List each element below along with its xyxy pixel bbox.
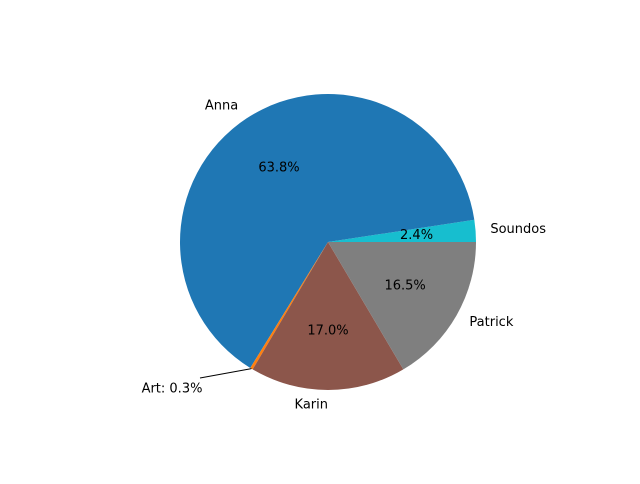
slice-annotation-art: Art: 0.3% bbox=[142, 382, 203, 397]
slice-label-karin: Karin bbox=[295, 397, 328, 412]
pie-slice-art bbox=[250, 242, 328, 370]
slice-label-patrick: Patrick bbox=[469, 315, 513, 330]
pie-slice-soundos bbox=[328, 219, 476, 242]
slice-label-soundos: Soundos bbox=[490, 222, 546, 237]
slice-percent-soundos: 2.4% bbox=[400, 228, 433, 243]
slices-layer bbox=[179, 94, 476, 391]
slice-percent-karin: 17.0% bbox=[307, 323, 348, 338]
slice-label-anna: Anna bbox=[205, 99, 238, 114]
slice-percent-patrick: 16.5% bbox=[384, 279, 425, 294]
pie-slice-karin bbox=[252, 242, 404, 391]
pie-slice-patrick bbox=[328, 242, 476, 370]
pie-slice-anna bbox=[179, 94, 475, 368]
slice-percent-anna: 63.8% bbox=[258, 160, 299, 175]
annotation-line-art bbox=[199, 368, 252, 379]
labels-layer: Soundos 2.4% Anna 63.8% Art: 0.3% Karin 17.0% P… bbox=[142, 99, 547, 413]
